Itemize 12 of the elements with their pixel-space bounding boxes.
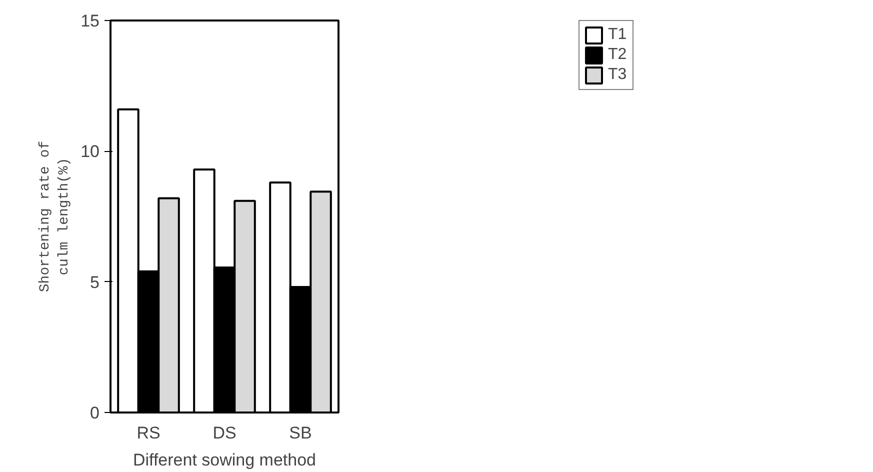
legend-label: T3	[608, 66, 628, 84]
x-tick-label: RS	[136, 424, 160, 442]
y-tick-label: 0	[90, 404, 100, 422]
legend-label: T1	[608, 26, 628, 44]
y-tick-label: 10	[80, 142, 100, 162]
y-tick-label: 15	[80, 12, 100, 30]
x-tick-label: DS	[212, 424, 236, 442]
x-axis-title: Different sowing method	[132, 450, 316, 470]
y-tick-label: 5	[90, 272, 100, 292]
legend-label: T2	[608, 46, 628, 64]
y-axis-title: Shortening rate of culm length(%)	[37, 140, 73, 292]
x-tick-label: SB	[289, 424, 312, 442]
